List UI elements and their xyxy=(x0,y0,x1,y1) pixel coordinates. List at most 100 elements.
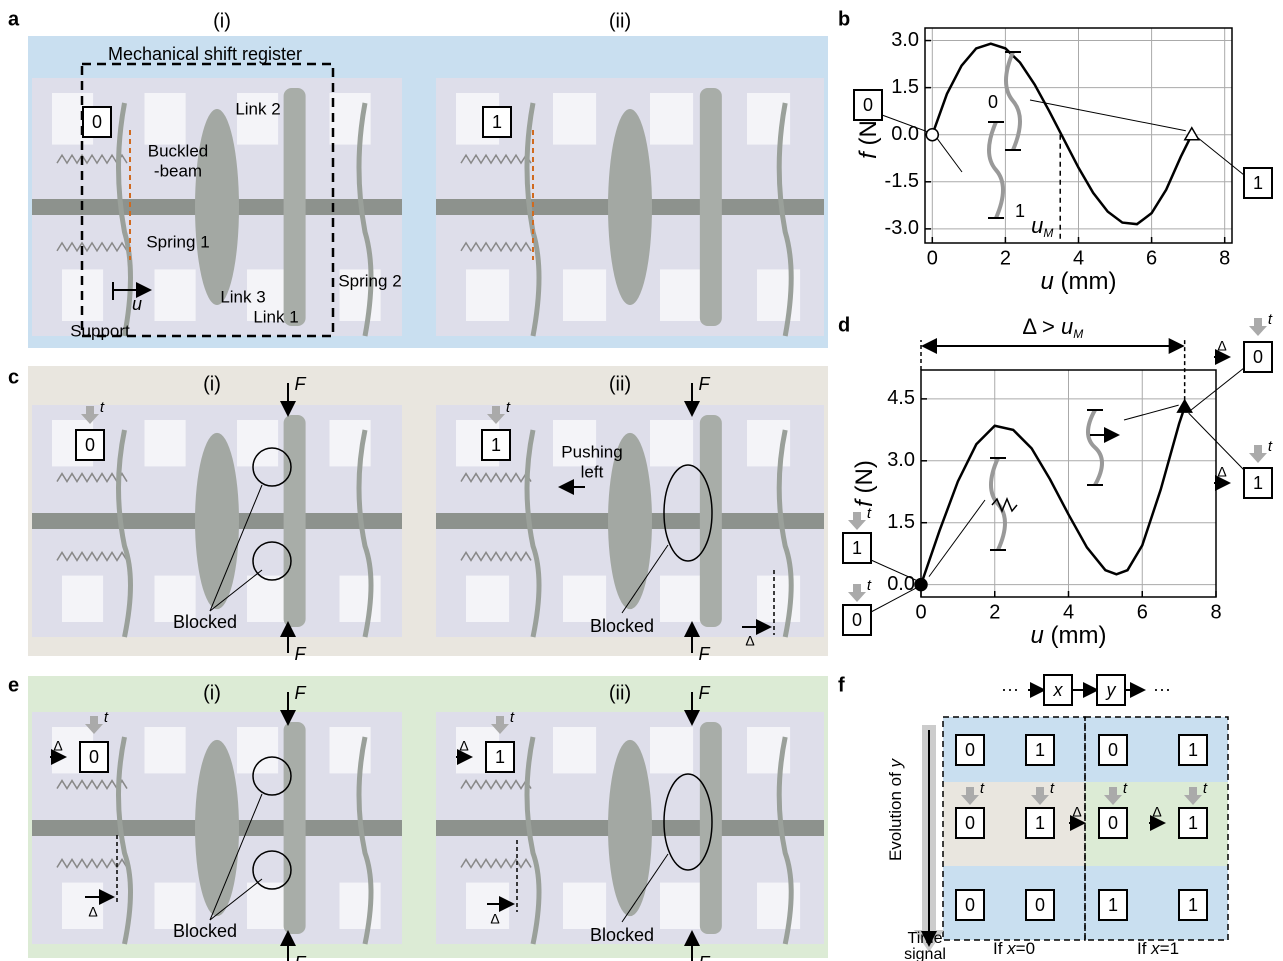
force-label: F xyxy=(699,683,711,703)
annotation: uM xyxy=(1031,213,1053,240)
text-part: Evolution of xyxy=(886,767,905,861)
state-value: 1 xyxy=(1035,740,1045,760)
condition: If x=0 xyxy=(993,939,1035,958)
text-part: (mm) xyxy=(1054,268,1117,295)
blocked-label: Blocked xyxy=(173,921,237,941)
time-label: t xyxy=(867,577,872,594)
delta-label: Δ xyxy=(1217,464,1226,480)
photo-block xyxy=(145,93,186,145)
subscript: M xyxy=(1043,226,1053,240)
state-value: 1 xyxy=(1253,173,1263,193)
state-value: 0 xyxy=(89,747,99,767)
text-part: u xyxy=(1041,268,1054,295)
text-part: =1 xyxy=(1160,939,1179,958)
state-value: 0 xyxy=(1108,813,1118,833)
blocked-label: Blocked xyxy=(173,612,237,632)
y-tick-label: 1.5 xyxy=(891,76,919,98)
force-label: F xyxy=(295,644,307,664)
x-axis-label: u (mm) xyxy=(1031,622,1107,649)
delta-label: Δ xyxy=(745,633,754,649)
text-part: If xyxy=(1137,939,1151,958)
subpanel-label: (ii) xyxy=(609,682,631,704)
force-label: F xyxy=(699,644,711,664)
force-label: F xyxy=(295,374,307,394)
text-part: y xyxy=(886,757,905,768)
y-tick-label: 4.5 xyxy=(887,387,915,409)
state-value: 1 xyxy=(1035,813,1045,833)
time-arrow xyxy=(848,512,866,530)
panel-label: c xyxy=(8,366,19,388)
panel-label: d xyxy=(838,314,850,336)
state-value: 1 xyxy=(1188,740,1198,760)
text-part: =0 xyxy=(1016,939,1035,958)
time-label: t xyxy=(1268,438,1273,455)
callout: left xyxy=(581,462,604,481)
curve xyxy=(921,407,1185,584)
leader xyxy=(1198,138,1244,175)
callout: Support xyxy=(70,321,130,340)
callout: Link 2 xyxy=(235,99,280,118)
y-tick-label: 0.0 xyxy=(887,573,915,595)
figure: abcdef(i)(ii)Mechanical shift register01… xyxy=(0,0,1283,961)
photo-link xyxy=(284,88,306,326)
time-signal: Time xyxy=(908,930,943,947)
state-value: 0 xyxy=(92,112,102,132)
text-part: (mm) xyxy=(1044,622,1107,649)
spring-icon xyxy=(992,499,1017,511)
photo-link xyxy=(700,722,722,934)
delta-label: Δ xyxy=(1152,804,1161,820)
photo-block xyxy=(145,727,186,773)
text-part: (N) xyxy=(851,460,878,500)
x-tick-label: 2 xyxy=(1000,247,1011,269)
beam-icon xyxy=(989,122,1003,218)
text-part: x xyxy=(1006,939,1016,958)
photo-block xyxy=(340,576,381,622)
y-tick-label: 3.0 xyxy=(891,29,919,51)
register-title: Mechanical shift register xyxy=(108,44,302,64)
text-part: Δ > xyxy=(1022,314,1061,339)
photo-link xyxy=(700,415,722,627)
beam-icon xyxy=(1088,410,1102,485)
subpanel-label: (ii) xyxy=(609,10,631,32)
delta-label: Δ xyxy=(53,738,62,754)
x-tick-label: 0 xyxy=(915,601,926,623)
start-marker xyxy=(926,129,938,141)
photo-link xyxy=(700,88,722,326)
delta-label: Δ xyxy=(490,911,499,927)
time-arrow xyxy=(848,584,866,602)
text-part: x xyxy=(1150,939,1160,958)
end-marker xyxy=(1185,128,1199,140)
y-tick-label: 0.0 xyxy=(891,123,919,145)
curve xyxy=(932,44,1191,224)
callout: Pushing xyxy=(561,442,622,461)
photo-block xyxy=(62,576,103,622)
beam-icon xyxy=(1006,52,1020,150)
y-tick-label: 1.5 xyxy=(887,511,915,533)
state-value: 0 xyxy=(1253,347,1263,367)
state-value: y xyxy=(1105,680,1117,700)
state-value: 1 xyxy=(1108,895,1118,915)
photo-block xyxy=(466,576,509,622)
chain-dots: ··· xyxy=(1153,679,1171,699)
photo-block xyxy=(660,883,703,929)
callout: Buckled xyxy=(148,141,208,160)
force-label: F xyxy=(699,374,711,394)
subpanel-label: (ii) xyxy=(609,373,631,395)
x-tick-label: 8 xyxy=(1210,601,1221,623)
force-label: F xyxy=(699,953,711,961)
blocked-label: Blocked xyxy=(590,925,654,945)
photo-link xyxy=(284,722,306,934)
y-tick-label: -1.5 xyxy=(885,170,919,192)
x-tick-label: 8 xyxy=(1219,247,1230,269)
photo-link xyxy=(195,109,239,305)
time-arrow xyxy=(1249,318,1267,336)
leader xyxy=(1190,368,1244,411)
leader xyxy=(1030,100,1186,131)
y-tick-label: 3.0 xyxy=(887,449,915,471)
state-value: x xyxy=(1053,680,1064,700)
photo-block xyxy=(145,420,186,466)
text-part: u xyxy=(1031,213,1043,238)
time-label: t xyxy=(1268,311,1273,328)
photo-block xyxy=(237,727,278,773)
state-value: 0 xyxy=(852,610,862,630)
